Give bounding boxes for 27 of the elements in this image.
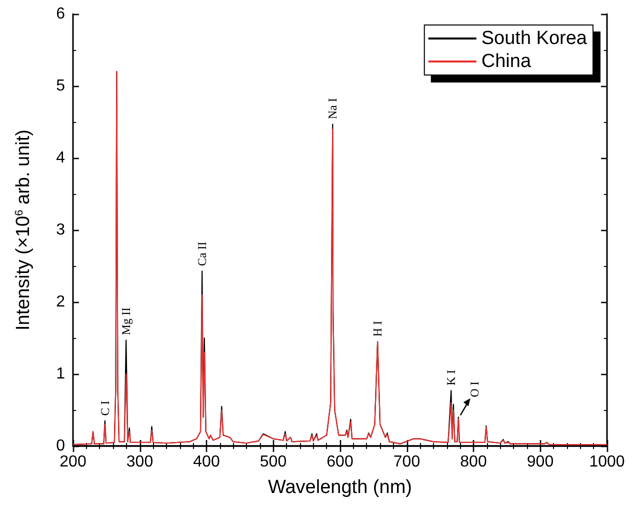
- x-tick-label: 400: [193, 454, 220, 470]
- legend-label: South Korea: [481, 28, 588, 49]
- y-tick-label: 5: [56, 78, 66, 94]
- x-tick-label: 700: [393, 454, 420, 470]
- y-axis-title: Intensity (×106 arb. unit): [13, 130, 34, 330]
- y-tick-label: 0: [56, 438, 66, 454]
- annotation: K I: [444, 370, 458, 386]
- y-tick-label: 3: [56, 222, 66, 238]
- annotation: Ca II: [195, 242, 210, 266]
- y-tick-label: 6: [56, 6, 66, 22]
- x-tick-label: 800: [460, 454, 487, 470]
- x-tick-label: 1000: [589, 454, 625, 470]
- x-tick-label: 900: [526, 454, 554, 470]
- x-tick-label: 500: [260, 454, 287, 470]
- y-tick-label: 2: [56, 294, 66, 310]
- annotation: Mg II: [119, 307, 134, 336]
- annotation: H I: [370, 320, 385, 337]
- annotation: O I: [467, 382, 482, 398]
- x-tick-label: 200: [60, 454, 86, 470]
- y-tick-label: 1: [56, 366, 66, 382]
- annotation: Na I: [326, 98, 340, 120]
- annotation: C I: [98, 400, 112, 416]
- legend-label: China: [481, 51, 532, 72]
- y-tick-label: 4: [56, 150, 66, 166]
- x-axis-title: Wavelength (nm): [268, 477, 412, 498]
- x-tick-label: 300: [126, 454, 154, 470]
- x-tick-label: 600: [326, 454, 354, 470]
